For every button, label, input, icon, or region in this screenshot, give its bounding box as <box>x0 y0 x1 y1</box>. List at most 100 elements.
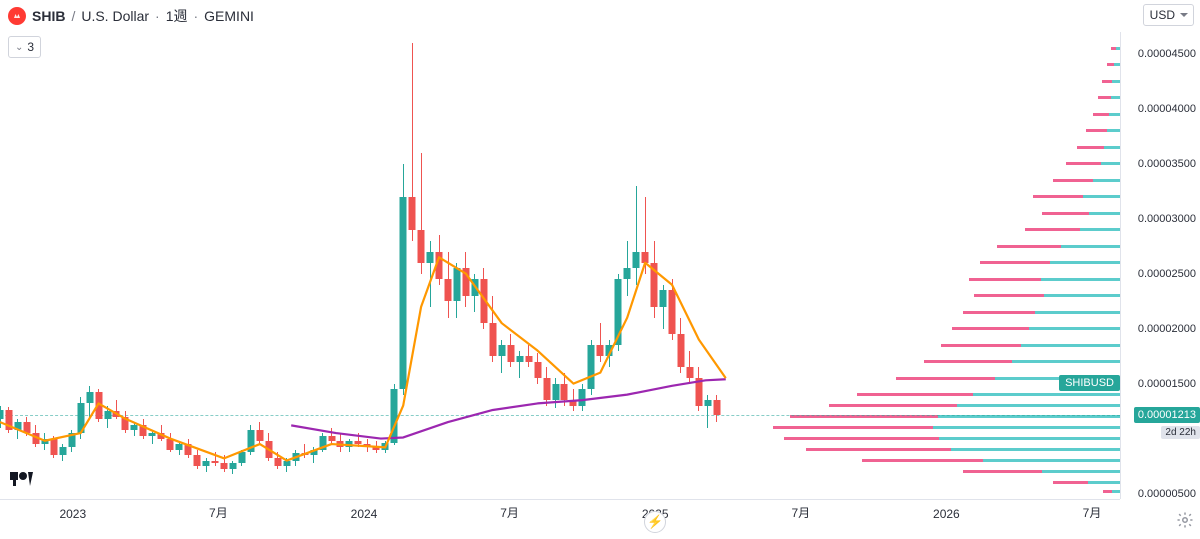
candle <box>615 274 622 351</box>
volume-profile-row <box>1033 195 1120 198</box>
xaxis-label: 2024 <box>351 507 378 521</box>
candle <box>561 373 568 406</box>
candle <box>212 452 219 466</box>
dot-sep-1: · <box>155 8 160 24</box>
volume-profile-row <box>862 459 1120 462</box>
dot-sep-2: · <box>194 8 199 24</box>
candle <box>50 436 57 458</box>
xaxis-label: 7月 <box>791 504 810 521</box>
volume-profile-row <box>1077 146 1120 149</box>
candle <box>319 433 326 452</box>
candle <box>579 384 586 411</box>
volume-profile-row <box>997 245 1120 248</box>
candle <box>221 455 228 471</box>
candle <box>382 441 389 453</box>
volume-profile-row <box>1107 63 1120 66</box>
candle <box>41 433 48 449</box>
candle <box>624 241 631 296</box>
candle <box>185 439 192 459</box>
candle <box>158 425 165 440</box>
volume-profile-row <box>969 278 1120 281</box>
candle <box>355 433 362 447</box>
yaxis-label: 0.00003500 <box>1138 158 1196 170</box>
currency-select-label: USD <box>1150 8 1175 22</box>
volume-profile-row <box>1053 481 1120 484</box>
candle <box>95 389 102 422</box>
candle <box>489 296 496 362</box>
candle <box>606 340 613 367</box>
volume-profile-row <box>1093 113 1120 116</box>
candle <box>247 425 254 455</box>
go-to-realtime-button[interactable]: ⚡ <box>644 511 666 533</box>
candle <box>480 268 487 328</box>
candle <box>525 345 532 367</box>
candle <box>427 241 434 307</box>
volume-profile-row <box>952 327 1120 330</box>
volume-profile-row <box>1098 96 1120 99</box>
coin-icon <box>8 7 26 25</box>
yaxis-label: 0.00004000 <box>1138 103 1196 115</box>
candle <box>14 419 21 439</box>
chart-pane[interactable] <box>0 32 1120 499</box>
candle <box>471 274 478 312</box>
candle <box>113 400 120 419</box>
candle <box>328 428 335 444</box>
candle <box>445 252 452 318</box>
volume-profile-row <box>1066 162 1120 165</box>
volume-profile-row <box>857 393 1120 396</box>
volume-profile-row <box>980 261 1120 264</box>
candle <box>176 441 183 455</box>
volume-profile-row <box>1042 212 1120 215</box>
yaxis-label: 0.00000500 <box>1138 488 1196 500</box>
volume-profile-row <box>974 294 1120 297</box>
candle <box>660 285 667 329</box>
currency-select[interactable]: USD <box>1143 4 1194 26</box>
candle <box>516 351 523 378</box>
candle <box>704 395 711 428</box>
chart-header: SHIB / U.S. Dollar · 1週 · GEMINI USD <box>0 0 1200 32</box>
candle <box>642 197 649 274</box>
symbol-label[interactable]: SHIB <box>32 8 65 24</box>
volume-profile-row <box>784 437 1120 440</box>
candle <box>229 461 236 474</box>
candle <box>436 235 443 284</box>
candle <box>337 433 344 452</box>
ticker-tag: SHIBUSD <box>1059 375 1120 391</box>
xaxis-label: 7月 <box>209 504 228 521</box>
candle <box>677 318 684 373</box>
candle <box>570 389 577 411</box>
volume-profile-row <box>806 448 1120 451</box>
candle <box>301 444 308 458</box>
xaxis-label: 7月 <box>1083 504 1102 521</box>
interval-label[interactable]: 1週 <box>166 6 188 26</box>
volume-profile-row <box>963 311 1120 314</box>
volume-profile-row <box>1086 129 1120 132</box>
slash-sep: / <box>71 8 75 24</box>
yaxis-label: 0.00002000 <box>1138 323 1196 335</box>
candle <box>400 164 407 395</box>
candle <box>373 441 380 453</box>
exchange-label: GEMINI <box>204 8 254 24</box>
candle <box>695 367 702 411</box>
current-price-line <box>0 415 1120 416</box>
candle <box>588 340 595 395</box>
gear-icon[interactable] <box>1176 511 1194 529</box>
candle <box>5 407 12 433</box>
xaxis-label: 2023 <box>59 507 86 521</box>
price-axis[interactable]: 0.000045000.000040000.000035000.00003000… <box>1120 32 1200 499</box>
volume-profile-row <box>1102 80 1120 83</box>
candle <box>462 252 469 307</box>
candle <box>669 279 676 339</box>
candle <box>131 422 138 436</box>
candle <box>364 439 371 452</box>
candle <box>59 444 66 460</box>
time-axis[interactable]: 20237月20247月20257月20267月⚡ <box>0 499 1120 539</box>
current-price-tag: 0.00001213 <box>1134 407 1200 423</box>
volume-profile-row <box>1053 179 1120 182</box>
candle <box>346 439 353 452</box>
candle <box>68 430 75 452</box>
candle <box>194 450 201 470</box>
candle <box>409 43 416 241</box>
yaxis-label: 0.00003000 <box>1138 213 1196 225</box>
xaxis-label: 2026 <box>933 507 960 521</box>
